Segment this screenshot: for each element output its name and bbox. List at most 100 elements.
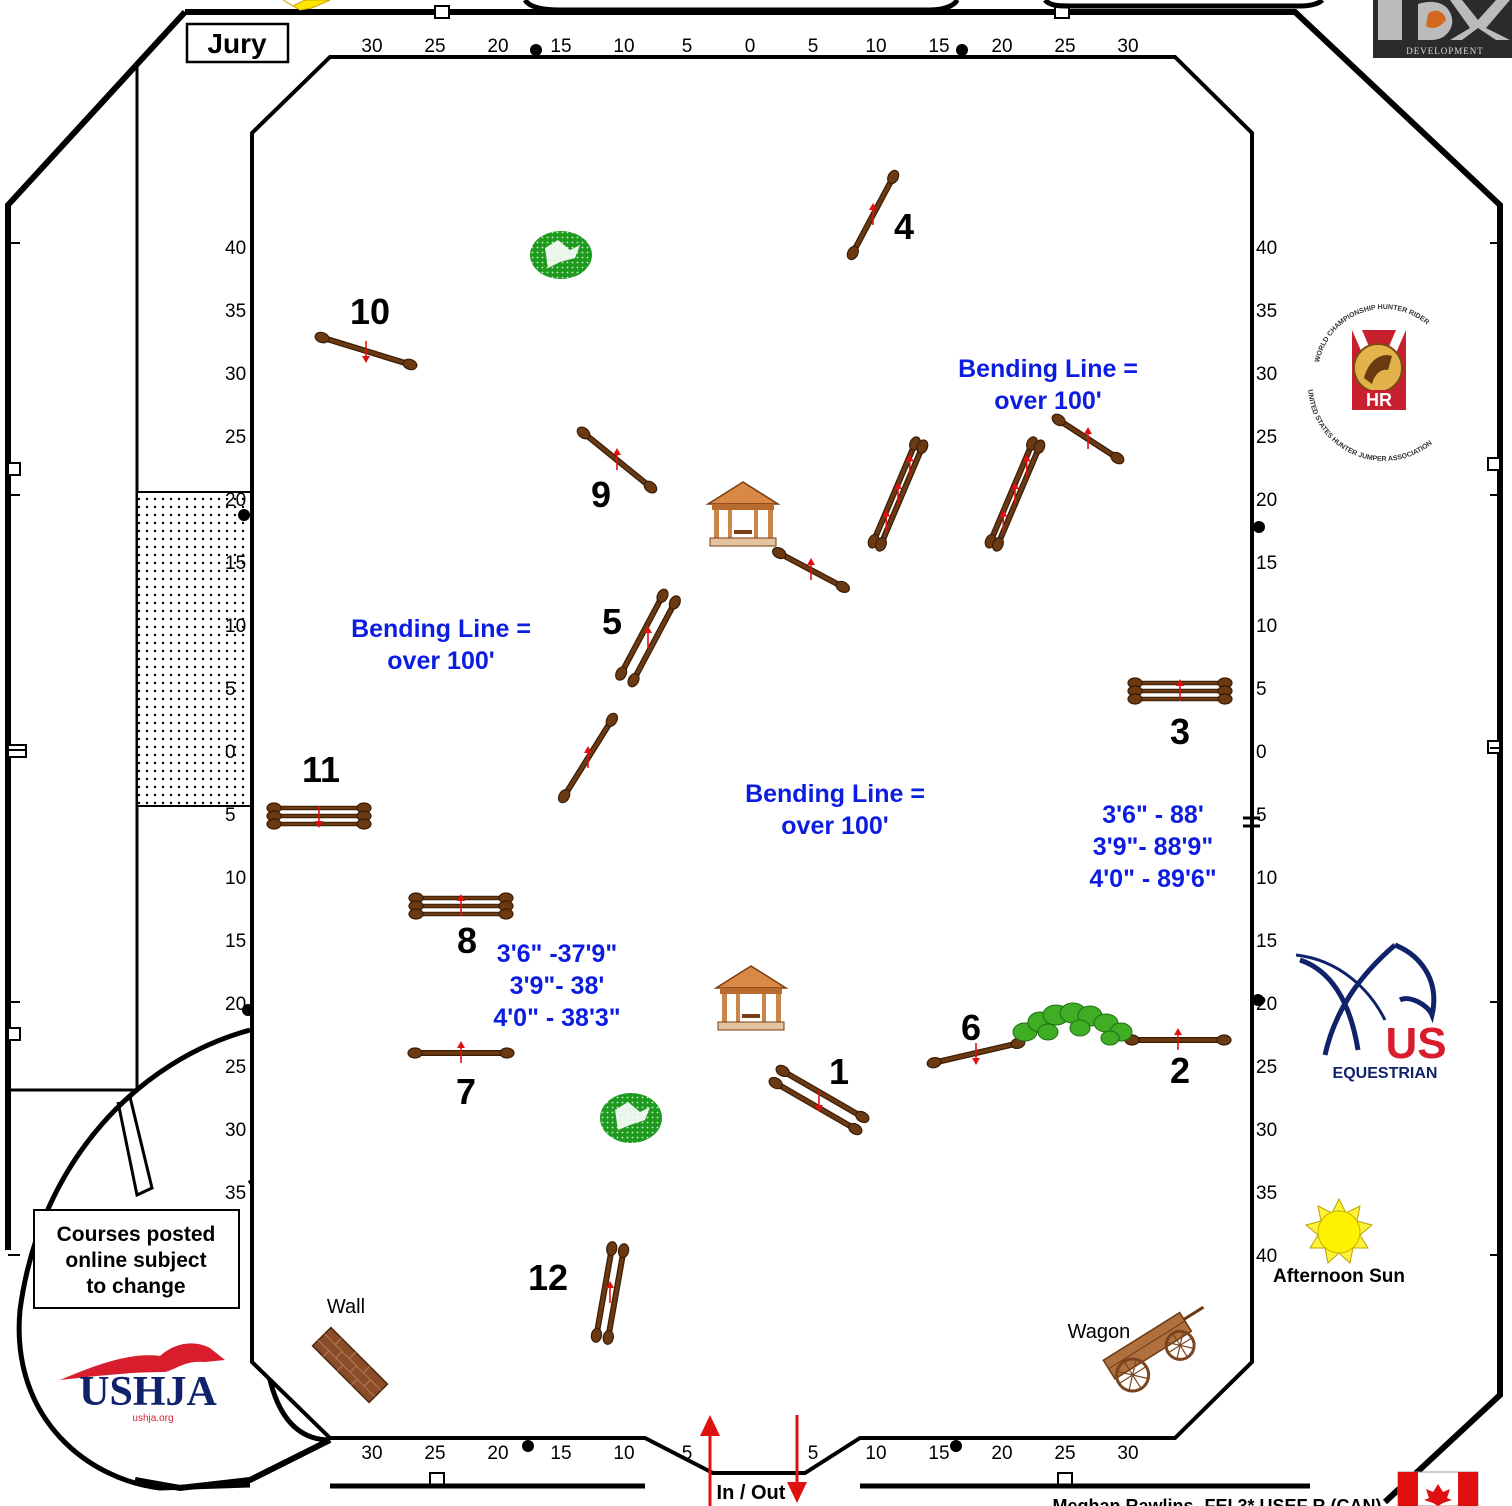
right-ruler-tick: 15: [1256, 553, 1277, 574]
fence-posts: [238, 44, 1265, 1452]
fence-3: [1127, 677, 1233, 705]
arena-boundary: [250, 55, 1254, 1475]
wchr-logo: WORLD CHAMPIONSHIP HUNTER RIDER UNITED S…: [1306, 304, 1434, 463]
shrub-circle-top: [530, 231, 592, 279]
walkway-outline: [16, 1027, 251, 1491]
bottom-ruler-tick: 25: [424, 1443, 445, 1464]
jump-number-5: 5: [602, 601, 622, 642]
designer-credit: Meghan Rawlins -FEI 3* USEF R (CAN): [1052, 1496, 1381, 1506]
notice-line-1: Courses posted: [57, 1223, 216, 1246]
left-ruler-tick: 30: [225, 364, 246, 385]
right-ruler-tick: 40: [1256, 238, 1277, 259]
hedge-jump-6: [1012, 1002, 1133, 1046]
right-ruler-tick: 35: [1256, 1183, 1277, 1204]
top-ruler-tick: 5: [682, 36, 693, 57]
distance-left-2: 3'9"- 38': [510, 972, 605, 1000]
top-ruler-tick: 20: [991, 36, 1012, 57]
bottom-ruler-tick: 30: [1117, 1443, 1138, 1464]
bottom-ruler-tick: 15: [928, 1443, 949, 1464]
fence-1: [768, 1064, 870, 1136]
left-ruler-tick: 35: [225, 301, 246, 322]
ushja-logo: USHJA ushja.org: [60, 1343, 225, 1424]
gazebo-upper: [705, 481, 781, 547]
bottom-ruler-tick: 5: [808, 1443, 819, 1464]
wagon-obstacle: [1102, 1305, 1205, 1393]
shrub-circle-bottom: [600, 1093, 662, 1143]
jump-number-7: 7: [456, 1071, 476, 1112]
walkway-gate: [116, 1096, 154, 1198]
development-logo: DEVELOPMENT: [1373, 0, 1512, 58]
bottom-ruler-tick: 15: [550, 1443, 571, 1464]
fence-6a: [926, 1037, 1026, 1069]
us-equestrian-us: US: [1385, 1019, 1446, 1068]
left-ruler-tick: 20: [225, 994, 246, 1015]
top-ruler-tick: 15: [550, 36, 571, 57]
bending-note-right-line1: Bending Line =: [958, 355, 1138, 383]
right-ruler-tick: 20: [1256, 994, 1277, 1015]
right-ruler-tick: 5: [1256, 805, 1267, 826]
jump-number-9: 9: [591, 474, 611, 515]
us-equestrian-logo: US EQUESTRIAN: [1295, 942, 1447, 1082]
fence-gap-marker: [1243, 816, 1260, 828]
jury-label: Jury: [207, 28, 267, 59]
ushja-wordmark: USHJA: [79, 1369, 217, 1415]
distance-right-1: 3'6" - 88': [1102, 801, 1204, 829]
fence-4: [846, 169, 900, 261]
top-ruler-tick: 30: [361, 36, 382, 57]
left-ruler-tick: 0: [225, 742, 236, 763]
afternoon-sun-icon: [1304, 1197, 1374, 1264]
bottom-ruler-tick: 10: [613, 1443, 634, 1464]
top-ruler-tick: 5: [808, 36, 819, 57]
bottom-ruler-tick: 20: [991, 1443, 1012, 1464]
jury-box: [185, 22, 290, 64]
fence-5: [615, 588, 681, 688]
bending-line-note-left: Bending Line = over 100': [351, 615, 531, 675]
fence-8: [408, 892, 514, 920]
top-sun-icon: [282, 0, 331, 11]
fence-10: [314, 331, 418, 371]
jump-number-2: 2: [1170, 1050, 1190, 1091]
wall-label: Wall: [327, 1296, 365, 1318]
notice-line-2: online subject: [65, 1249, 206, 1272]
right-ruler-tick: 20: [1256, 490, 1277, 511]
bending-note-center-line1: Bending Line =: [745, 780, 925, 808]
afternoon-sun-label: Afternoon Sun: [1273, 1266, 1405, 1287]
fence-triple-b: [984, 436, 1046, 552]
distance-right-2: 3'9"- 88'9": [1093, 833, 1213, 861]
jump-number-1: 1: [829, 1051, 849, 1092]
top-ruler-tick: 30: [1117, 36, 1138, 57]
left-ruler-tick: 15: [225, 931, 246, 952]
right-ruler-tick: 30: [1256, 1120, 1277, 1141]
top-ruler-tick: 20: [487, 36, 508, 57]
left-ruler-tick: 10: [225, 868, 246, 889]
top-ruler-tick: 0: [745, 36, 756, 57]
fence-9: [576, 426, 658, 494]
bending-line-note-right: Bending Line = over 100': [958, 355, 1138, 415]
left-ruler-tick: 35: [225, 1183, 246, 1204]
distance-left-1: 3'6" -37'9": [497, 940, 617, 968]
jump-number-12: 12: [528, 1257, 568, 1298]
right-ruler-tick: 40: [1256, 1246, 1277, 1267]
top-ruler-tick: 10: [613, 36, 634, 57]
bottom-ruler-tick: 25: [1054, 1443, 1075, 1464]
notice-line-3: to change: [86, 1275, 185, 1298]
bottom-ruler-tick: 5: [682, 1443, 693, 1464]
bending-note-right-line2: over 100': [994, 387, 1101, 415]
left-ruler-tick: 25: [225, 1057, 246, 1078]
left-ruler-tick: 10: [225, 616, 246, 637]
fence-7: [407, 1041, 515, 1063]
jump-number-3: 3: [1170, 711, 1190, 752]
jump-number-8: 8: [457, 920, 477, 961]
bottom-ruler-tick: 10: [865, 1443, 886, 1464]
left-ruler-tick: 5: [225, 805, 236, 826]
wagon-label: Wagon: [1068, 1321, 1131, 1343]
fence-2: [1124, 1028, 1232, 1050]
left-ruler-tick: 20: [225, 490, 246, 511]
bending-note-left-line2: over 100': [387, 647, 494, 675]
right-ruler-tick: 25: [1256, 1057, 1277, 1078]
wall-markers: [7, 5, 1501, 1486]
distance-right-3: 4'0" - 89'6": [1089, 865, 1216, 893]
development-label: DEVELOPMENT: [1406, 46, 1484, 56]
top-ruler-tick: 25: [424, 36, 445, 57]
